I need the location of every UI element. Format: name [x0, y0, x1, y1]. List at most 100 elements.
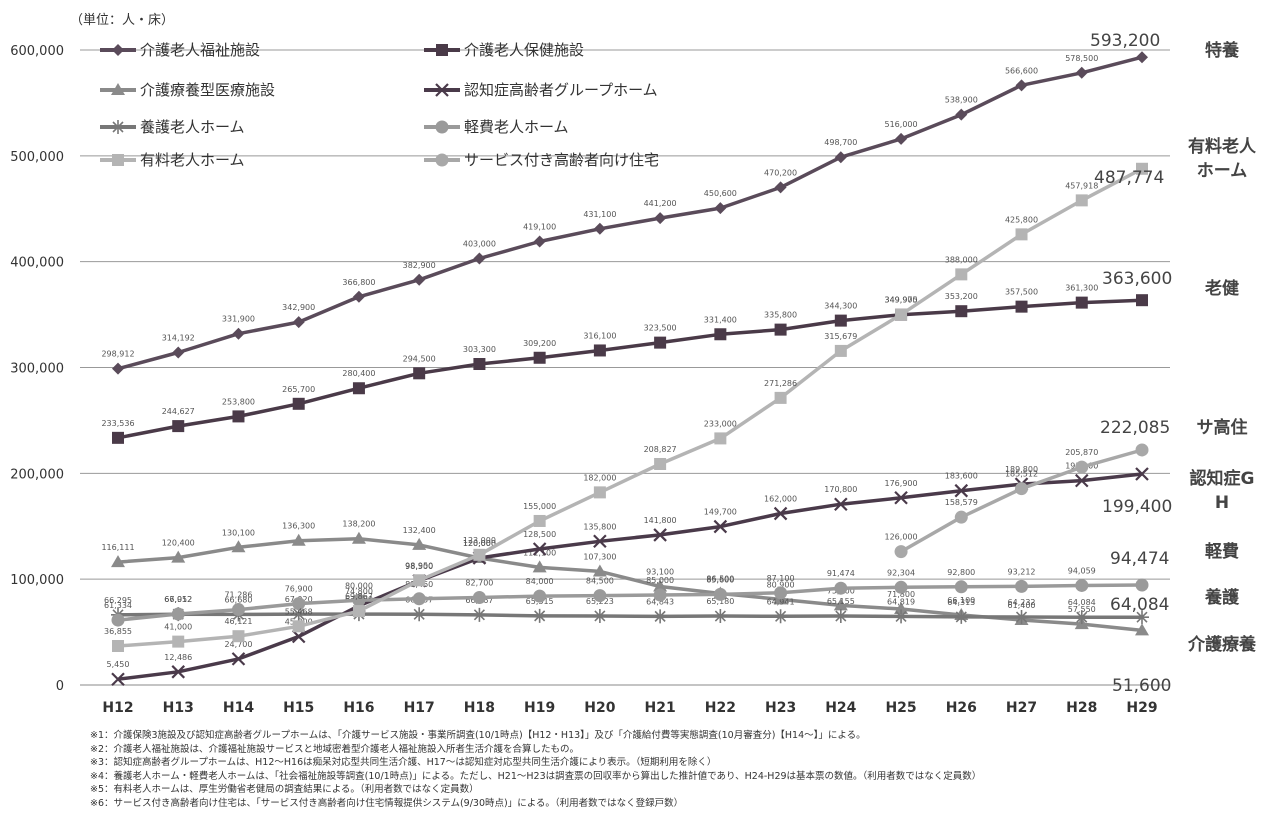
y-tick-label: 300,000 [10, 362, 64, 377]
footnotes: ※1：介護保険3施設及び認知症高齢者グループホームは、「介護サービス施設・事業所… [90, 729, 1270, 810]
legend-label: 認知症高齢者グループホーム [464, 81, 658, 99]
marker [1135, 623, 1149, 636]
marker [714, 328, 727, 341]
data-label: 162,000 [764, 495, 797, 504]
category-name: 介護療養 [1187, 634, 1256, 655]
marker [473, 358, 486, 371]
data-label: 128,500 [523, 530, 556, 539]
data-label: 388,000 [945, 255, 978, 264]
y-tick-label: 500,000 [10, 150, 64, 165]
marker [592, 564, 607, 577]
marker [593, 486, 606, 499]
marker [1135, 578, 1149, 592]
marker [774, 181, 787, 194]
marker [1015, 79, 1028, 92]
legend-item-1: 介護老人保健施設 [424, 41, 584, 59]
marker [1075, 578, 1089, 592]
marker [436, 44, 448, 56]
marker [1015, 228, 1028, 241]
data-label: 182,000 [583, 473, 616, 482]
category-name: H [1215, 493, 1229, 513]
data-label: 253,800 [222, 397, 255, 406]
data-label: 98,950 [405, 561, 433, 570]
marker [231, 603, 245, 617]
marker [232, 630, 245, 643]
data-label: 450,600 [704, 189, 737, 198]
data-label: 61,334 [104, 601, 132, 610]
marker [1075, 296, 1088, 309]
x-tick-label: H25 [885, 700, 916, 716]
data-label: 120,400 [162, 539, 195, 548]
marker [894, 609, 909, 624]
data-label: 566,600 [1005, 66, 1038, 75]
marker [473, 252, 486, 265]
marker [111, 672, 125, 687]
data-label: 84,500 [586, 577, 614, 586]
marker [231, 652, 246, 666]
x-tick-label: H16 [343, 700, 374, 716]
marker [352, 605, 365, 618]
series-4: 66,29566,91266,68067,02067,00066,83766,2… [104, 595, 1149, 625]
marker [412, 592, 426, 606]
x-tick-label: H27 [1006, 700, 1037, 716]
data-label: 189,800 [1005, 465, 1038, 474]
data-label: 92,304 [887, 568, 915, 577]
data-label: 457,918 [1065, 181, 1098, 190]
data-label: 85,000 [646, 576, 674, 585]
marker [954, 580, 968, 594]
marker [954, 609, 969, 624]
data-label: 578,500 [1065, 54, 1098, 63]
data-label: 64,941 [767, 597, 795, 606]
marker [894, 602, 909, 615]
marker [894, 491, 908, 505]
data-label: 132,400 [403, 526, 436, 535]
footnote-4: ※4：養護老人ホーム・軽費老人ホームは、「社会福祉施設等調査(10/1時点)」に… [90, 770, 982, 782]
marker [292, 620, 305, 633]
marker [171, 607, 185, 621]
marker [954, 510, 968, 524]
marker [171, 665, 186, 679]
marker [232, 327, 245, 340]
end-value: 51,600 [1112, 676, 1171, 696]
data-label: 93,100 [646, 567, 674, 576]
marker [533, 589, 547, 603]
data-label: 61,400 [1008, 601, 1036, 610]
category-name: 有料老人 [1188, 136, 1257, 157]
marker [112, 639, 124, 652]
marker [955, 305, 968, 318]
data-label: 71,286 [224, 591, 252, 600]
data-label: 357,500 [1005, 288, 1038, 297]
legend-label: 介護老人保健施設 [464, 41, 584, 59]
legend-label: 有料老人ホーム [140, 151, 245, 169]
marker [894, 545, 908, 559]
marker [112, 154, 124, 166]
data-label: 66,680 [224, 595, 252, 604]
marker [292, 397, 305, 410]
data-label: 46,121 [224, 617, 252, 626]
marker [1075, 460, 1089, 474]
data-label: 66,295 [104, 596, 132, 605]
data-label: 65,155 [827, 597, 855, 606]
series-7: 126,000 158,579 185,512 205,870 [885, 443, 1149, 559]
data-label: 280,400 [342, 369, 375, 378]
end-label-6: 487,774 有料老人ホーム [1094, 136, 1257, 188]
marker [774, 391, 787, 404]
data-label: 64,843 [646, 597, 674, 606]
data-label: 36,855 [104, 627, 132, 636]
footnote-3: ※3：認知症高齢者グループホームは、H12〜H16は痴呆対応型共同生活介護、H1… [90, 757, 717, 768]
data-label: 361,300 [1065, 284, 1098, 293]
data-label: 342,900 [282, 303, 315, 312]
data-label: 41,000 [164, 623, 192, 632]
marker [834, 314, 847, 327]
marker [111, 613, 125, 627]
category-name: 老健 [1204, 278, 1239, 299]
data-label: 138,200 [342, 520, 375, 529]
marker [291, 629, 306, 644]
data-label: 382,900 [403, 261, 436, 270]
marker [435, 153, 449, 167]
marker [533, 351, 546, 364]
y-tick-label: 0 [56, 679, 64, 694]
data-label: 470,200 [764, 168, 797, 177]
marker [1075, 194, 1088, 207]
data-label: 498,700 [824, 138, 857, 147]
